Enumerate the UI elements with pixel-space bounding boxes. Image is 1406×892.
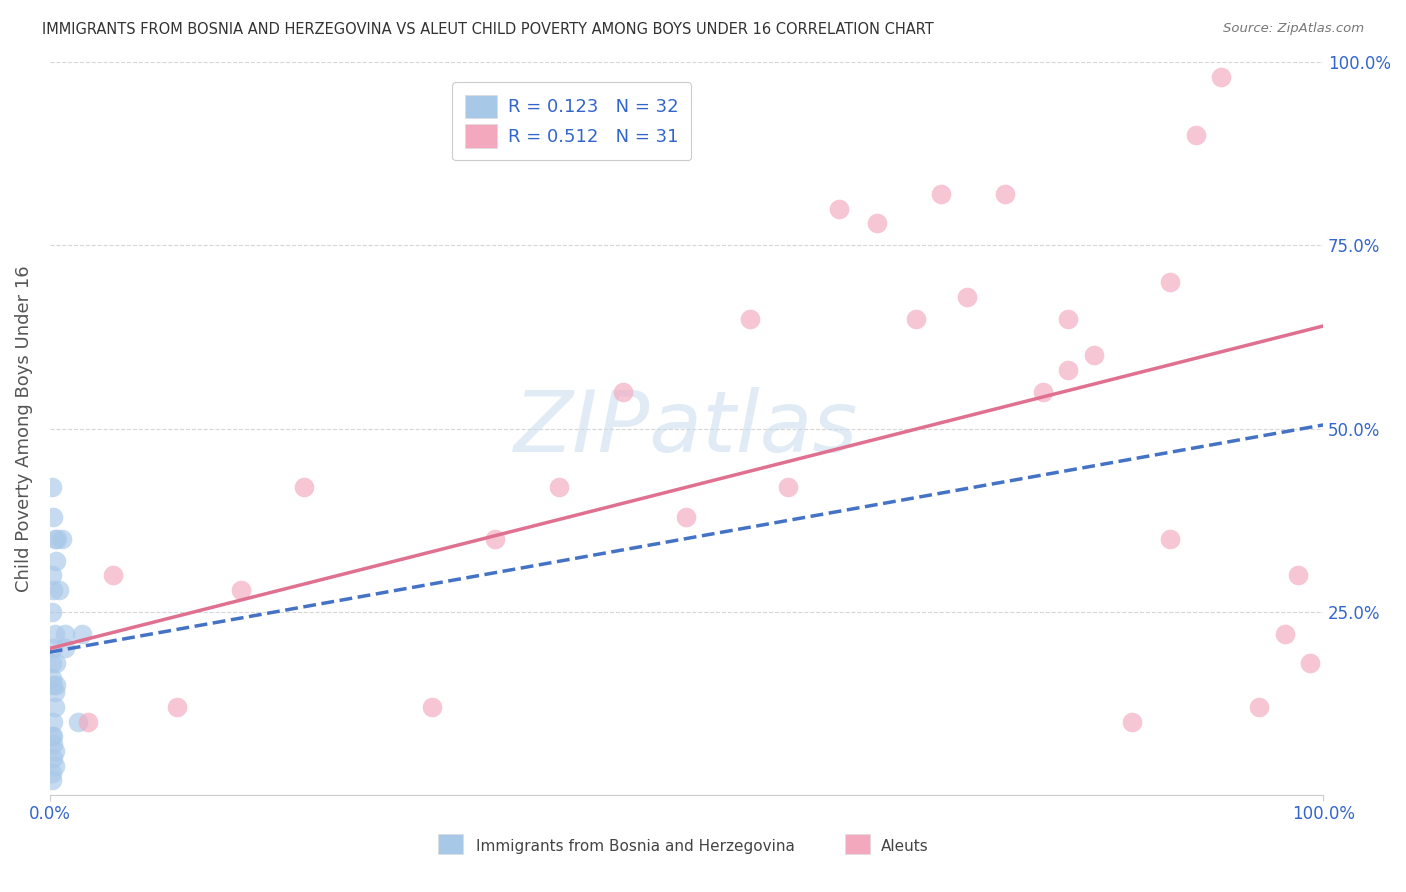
Point — [166, 700, 188, 714]
Point — [45, 553, 67, 567]
Point — [1057, 363, 1080, 377]
Point — [66, 714, 89, 729]
Point — [41, 568, 63, 582]
Text: Immigrants from Bosnia and Herzegovina: Immigrants from Bosnia and Herzegovina — [475, 839, 794, 854]
Text: Aleuts: Aleuts — [882, 839, 929, 854]
Point — [42, 678, 65, 692]
Point — [53, 627, 76, 641]
Text: ZIPatlas: ZIPatlas — [515, 387, 859, 470]
Point — [41, 480, 63, 494]
Point — [778, 480, 800, 494]
Point — [738, 311, 761, 326]
Point — [484, 532, 506, 546]
Point — [1249, 700, 1271, 714]
Point — [51, 532, 73, 546]
Point — [866, 216, 889, 230]
Point — [46, 532, 69, 546]
Point — [42, 641, 65, 656]
Point — [42, 509, 65, 524]
Point — [103, 568, 125, 582]
Point — [41, 773, 63, 788]
Point — [1286, 568, 1309, 582]
Point — [44, 532, 66, 546]
Point — [994, 187, 1017, 202]
Point — [44, 758, 66, 772]
Point — [420, 700, 443, 714]
Point — [955, 290, 977, 304]
Point — [1299, 656, 1322, 670]
Point — [42, 582, 65, 597]
Point — [44, 700, 66, 714]
Point — [1159, 532, 1181, 546]
Point — [42, 737, 65, 751]
Point — [42, 730, 65, 744]
Point — [1211, 70, 1233, 84]
Point — [929, 187, 952, 202]
Point — [44, 744, 66, 758]
Point — [292, 480, 315, 494]
Point — [1159, 275, 1181, 289]
Point — [612, 384, 634, 399]
Point — [1121, 714, 1143, 729]
Point — [45, 656, 67, 670]
Point — [44, 685, 66, 699]
Point — [548, 480, 571, 494]
Point — [1274, 627, 1296, 641]
Text: IMMIGRANTS FROM BOSNIA AND HERZEGOVINA VS ALEUT CHILD POVERTY AMONG BOYS UNDER 1: IMMIGRANTS FROM BOSNIA AND HERZEGOVINA V… — [42, 22, 934, 37]
Point — [675, 509, 697, 524]
Point — [1184, 128, 1206, 143]
Point — [42, 751, 65, 765]
Point — [41, 671, 63, 685]
Point — [1032, 384, 1054, 399]
Text: Source: ZipAtlas.com: Source: ZipAtlas.com — [1223, 22, 1364, 36]
Point — [70, 627, 93, 641]
Legend: R = 0.123   N = 32, R = 0.512   N = 31: R = 0.123 N = 32, R = 0.512 N = 31 — [453, 82, 692, 161]
Point — [76, 714, 98, 729]
Point — [53, 641, 76, 656]
Point — [229, 582, 252, 597]
Point — [48, 582, 70, 597]
Point — [42, 714, 65, 729]
Point — [45, 678, 67, 692]
Point — [828, 202, 851, 216]
Point — [1057, 311, 1080, 326]
Y-axis label: Child Poverty Among Boys Under 16: Child Poverty Among Boys Under 16 — [15, 265, 32, 592]
Point — [41, 656, 63, 670]
Point — [904, 311, 927, 326]
Point — [41, 766, 63, 780]
Point — [41, 730, 63, 744]
Point — [44, 627, 66, 641]
Point — [41, 605, 63, 619]
Point — [1083, 348, 1105, 362]
